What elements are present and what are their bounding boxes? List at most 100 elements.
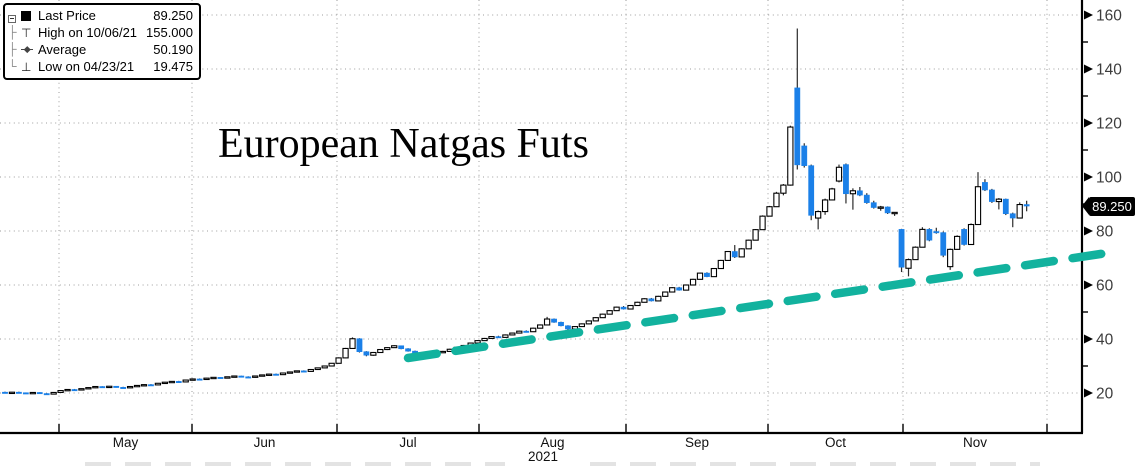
candle-body bbox=[509, 332, 516, 336]
candle-body bbox=[488, 336, 495, 340]
legend-row-last-price[interactable]: Last Price 89.250 bbox=[8, 7, 193, 24]
candle-body bbox=[217, 377, 224, 379]
candle-body bbox=[752, 229, 759, 241]
legend-row-high[interactable]: ├ ⊤ High on 10/06/21 155.000 bbox=[8, 24, 193, 41]
candle-body bbox=[704, 272, 710, 277]
candle-body bbox=[606, 310, 613, 315]
x-axis-month-label: Sep bbox=[685, 435, 709, 450]
candle-body bbox=[523, 330, 530, 333]
candle-body bbox=[738, 248, 745, 258]
candle-body bbox=[933, 231, 940, 234]
y-axis-tick-label: 160 bbox=[1096, 8, 1122, 25]
chart-legend: Last Price 89.250 ├ ⊤ High on 10/06/21 1… bbox=[3, 3, 201, 80]
candle-body bbox=[203, 377, 210, 381]
candle-body bbox=[238, 375, 245, 378]
candle-body bbox=[481, 337, 488, 342]
candle-body bbox=[627, 304, 634, 310]
candle-body bbox=[620, 306, 627, 310]
candle-body bbox=[898, 229, 905, 268]
candle-body bbox=[682, 284, 690, 291]
candle-body bbox=[759, 215, 766, 231]
candle-body bbox=[133, 384, 141, 388]
candle-body bbox=[2, 391, 8, 394]
candle-body bbox=[710, 267, 718, 278]
tree-branch-end-icon: └ bbox=[8, 59, 17, 73]
x-axis-year-label: 2021 bbox=[528, 449, 558, 464]
candle-body bbox=[801, 145, 808, 166]
candle-body bbox=[745, 239, 752, 250]
candle-body bbox=[1023, 204, 1030, 207]
candle-body bbox=[995, 198, 1002, 203]
candle-body bbox=[377, 348, 384, 354]
candle-body bbox=[196, 378, 203, 381]
candle-body bbox=[391, 345, 398, 349]
candle-body bbox=[71, 389, 78, 392]
tree-branch-icon: ├ bbox=[8, 25, 17, 39]
candle-body bbox=[912, 246, 919, 261]
x-axis-month-label: Oct bbox=[825, 435, 846, 450]
candle-body bbox=[189, 378, 196, 381]
candle-body bbox=[717, 259, 724, 270]
candle-body bbox=[252, 375, 259, 378]
candle-body bbox=[543, 318, 551, 326]
candle-body bbox=[530, 327, 537, 333]
legend-row-low[interactable]: └ ⊥ Low on 04/23/21 19.475 bbox=[8, 58, 193, 75]
candle-body bbox=[821, 199, 829, 213]
x-axis-month-label: Aug bbox=[540, 435, 564, 450]
y-axis-tick-arrow bbox=[1084, 172, 1093, 182]
legend-label: High on 10/06/21 bbox=[38, 25, 138, 40]
legend-row-average[interactable]: ├ Average 50.190 bbox=[8, 41, 193, 58]
y-axis-tick-arrow bbox=[1084, 118, 1093, 128]
candle-body bbox=[231, 375, 238, 378]
candle-body bbox=[405, 348, 411, 352]
candle-body bbox=[808, 165, 815, 216]
candle-body bbox=[321, 365, 328, 369]
candle-body bbox=[140, 384, 148, 387]
y-axis-tick-label: 80 bbox=[1096, 224, 1114, 241]
candle-body bbox=[592, 317, 599, 322]
candle-body bbox=[64, 388, 71, 392]
average-marker-icon bbox=[21, 49, 38, 50]
candle-body bbox=[565, 325, 571, 330]
x-axis-month-label: Nov bbox=[963, 435, 987, 450]
candle-body bbox=[787, 126, 794, 186]
candle-body bbox=[585, 320, 592, 325]
legend-expander-icon[interactable] bbox=[8, 7, 21, 24]
candle-body bbox=[648, 298, 655, 302]
candle-body bbox=[349, 338, 356, 350]
last-price-badge: 89.250 bbox=[1082, 197, 1135, 216]
candle-body bbox=[891, 211, 898, 215]
candle-body bbox=[356, 338, 363, 352]
candle-body bbox=[961, 229, 967, 245]
candle-body bbox=[676, 287, 683, 291]
candle-body bbox=[398, 345, 405, 350]
candle-body bbox=[148, 384, 154, 387]
candle-body bbox=[36, 392, 43, 395]
candle-body bbox=[794, 87, 801, 166]
candle-body bbox=[662, 291, 669, 297]
x-axis-month-label: Jul bbox=[399, 435, 416, 450]
candle-body bbox=[856, 190, 863, 196]
legend-value: 19.475 bbox=[153, 59, 193, 74]
y-axis-tick-arrow bbox=[1084, 280, 1093, 290]
candle-body bbox=[161, 381, 168, 385]
y-axis-tick-label: 20 bbox=[1096, 386, 1114, 403]
candle-body bbox=[85, 387, 92, 390]
candle-body bbox=[126, 385, 134, 389]
candle-body bbox=[78, 388, 85, 391]
candle-body bbox=[843, 164, 849, 195]
candle-body bbox=[536, 324, 544, 329]
candle-body bbox=[495, 336, 502, 339]
candle-body bbox=[1002, 198, 1009, 215]
candle-body bbox=[835, 166, 843, 182]
candle-body bbox=[731, 251, 738, 258]
candle-body bbox=[106, 385, 113, 389]
candle-body bbox=[905, 259, 912, 269]
y-axis-tick-label: 60 bbox=[1096, 278, 1114, 295]
candle-body bbox=[974, 186, 982, 226]
candle-body bbox=[613, 306, 620, 312]
candle-body bbox=[696, 272, 704, 280]
candle-body bbox=[926, 229, 933, 241]
candle-body bbox=[940, 232, 947, 256]
